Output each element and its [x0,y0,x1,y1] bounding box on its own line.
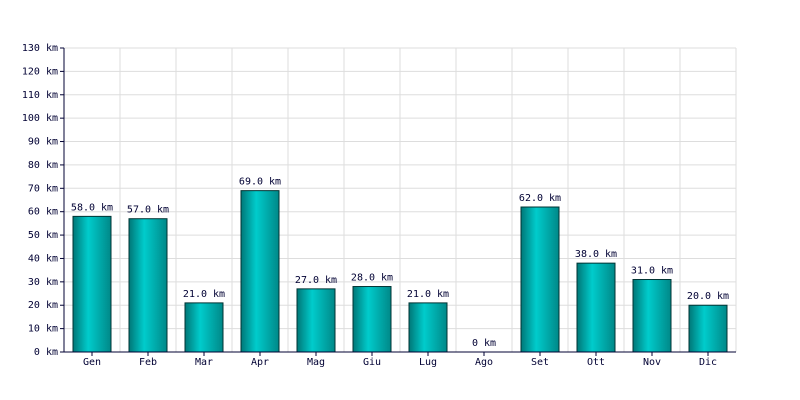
y-tick-label: 110 km [22,90,58,101]
y-tick-label: 10 km [28,324,58,335]
x-tick-label: Gen [83,357,101,368]
y-tick-label: 80 km [28,160,58,171]
y-tick-label: 100 km [22,113,58,124]
x-tick-label: Apr [251,357,269,368]
x-tick-label: Feb [139,357,157,368]
y-tick-label: 90 km [28,137,58,148]
y-tick-label: 60 km [28,207,58,218]
bar [408,302,448,353]
bar [352,286,392,353]
bar [688,304,728,353]
x-tick-label: Dic [699,357,717,368]
x-tick-label: Mar [195,357,213,368]
x-tick-label: Giu [363,357,381,368]
bar [72,215,112,353]
bar [128,218,168,353]
value-label: 0 km [472,338,496,349]
value-label: 57.0 km [127,205,169,216]
value-label: 21.0 km [183,289,225,300]
bar [240,190,280,353]
y-tick-label: 70 km [28,183,58,194]
y-tick-label: 0 km [34,347,58,358]
y-tick-label: 50 km [28,230,58,241]
x-tick-label: Mag [307,357,325,368]
value-label: 21.0 km [407,289,449,300]
bar [520,206,560,353]
value-label: 20.0 km [687,291,729,302]
x-tick-label: Nov [643,357,661,368]
y-tick-label: 40 km [28,253,58,264]
y-tick-label: 120 km [22,66,58,77]
bar [632,279,672,353]
x-tick-label: Lug [419,357,437,368]
bar [296,288,336,353]
x-tick-label: Ago [475,357,493,368]
bar [576,262,616,353]
bar [184,302,224,353]
y-tick-label: 130 km [22,43,58,54]
value-label: 28.0 km [351,273,393,284]
value-label: 62.0 km [519,193,561,204]
x-tick-label: Ott [587,357,605,368]
value-label: 31.0 km [631,266,673,277]
value-label: 69.0 km [239,177,281,188]
y-tick-label: 30 km [28,277,58,288]
value-label: 27.0 km [295,275,337,286]
x-tick-label: Set [531,357,549,368]
value-label: 38.0 km [575,249,617,260]
value-label: 58.0 km [71,202,113,213]
y-tick-label: 20 km [28,300,58,311]
